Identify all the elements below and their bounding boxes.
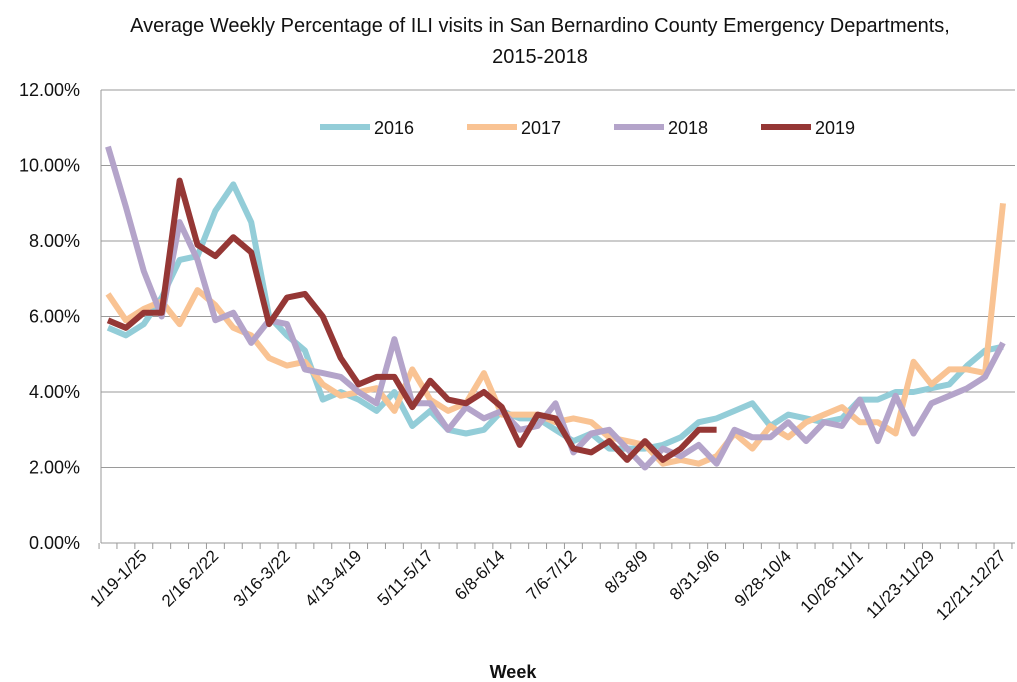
x-tick-label: 9/28-10/4 [731, 546, 795, 610]
legend-label: 2017 [521, 118, 561, 138]
legend-label: 2018 [668, 118, 708, 138]
x-tick-label: 7/6-7/12 [523, 546, 581, 604]
x-tick-label: 2/16-2/22 [158, 546, 222, 610]
x-tick-label: 11/23-11/29 [862, 546, 938, 622]
y-tick-label: 2.00% [29, 458, 80, 478]
x-axis-title: Week [490, 662, 538, 682]
x-tick-label: 5/11-5/17 [374, 546, 437, 609]
x-tick-label: 3/16-3/22 [230, 546, 294, 610]
y-tick-label: 0.00% [29, 533, 80, 553]
y-tick-label: 6.00% [29, 307, 80, 327]
x-tick-label: 12/21-12/27 [932, 546, 1010, 624]
y-tick-label: 4.00% [29, 382, 80, 402]
chart-subtitle: 2015-2018 [492, 46, 588, 68]
y-tick-label: 10.00% [19, 156, 80, 176]
x-tick-label: 1/19-1/25 [86, 546, 150, 610]
chart-title: Average Weekly Percentage of ILI visits … [130, 15, 950, 37]
legend-label: 2016 [374, 118, 414, 138]
series-line [106, 177, 717, 463]
x-tick-label: 10/26-11/1 [797, 546, 867, 616]
x-tick-label: 6/8-6/14 [451, 546, 509, 604]
legend-label: 2019 [815, 118, 855, 138]
x-tick-label: 8/3-8/9 [601, 546, 652, 597]
y-tick-label: 12.00% [19, 80, 80, 100]
x-tick-label: 4/13-4/19 [301, 546, 365, 610]
x-tick-label: 8/31-9/6 [666, 546, 724, 604]
y-tick-label: 8.00% [29, 231, 80, 251]
series-line [105, 145, 1006, 471]
